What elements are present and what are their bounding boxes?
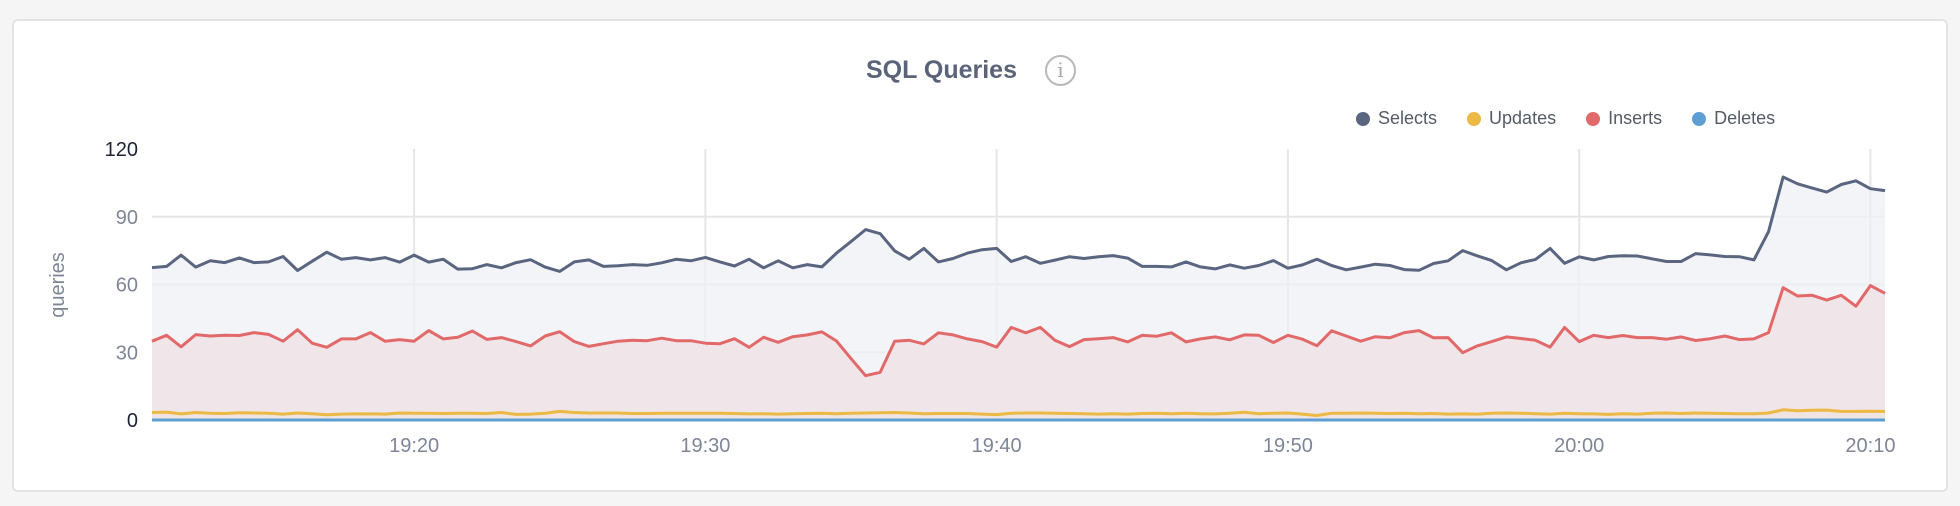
area-inserts	[152, 285, 1885, 420]
legend-dot	[1467, 111, 1482, 126]
legend-dot	[1356, 111, 1370, 126]
y-tick-label: 60	[116, 275, 138, 297]
legend-item-inserts[interactable]: Inserts	[1586, 108, 1662, 129]
y-tick-label: 120	[105, 139, 138, 161]
legend-item-selects[interactable]: Selects	[1356, 108, 1437, 129]
panel-title: SQL Queries	[866, 56, 1017, 84]
x-tick-label: 19:30	[680, 435, 730, 457]
legend-label: Inserts	[1608, 108, 1663, 128]
legend-item-deletes[interactable]: Deletes	[1692, 108, 1775, 129]
legend-item-updates[interactable]: Updates	[1467, 108, 1556, 129]
legend-dot	[1586, 111, 1601, 126]
y-axis-label: queries	[47, 252, 69, 318]
legend-dot	[1692, 111, 1707, 126]
info-circle-icon[interactable]: i	[1045, 55, 1076, 86]
legend-label: Selects	[1378, 108, 1438, 128]
y-tick-label: 90	[116, 207, 138, 229]
legend-label: Deletes	[1714, 108, 1776, 128]
series-line-updates	[151, 408, 1886, 417]
x-tick-label: 19:20	[389, 435, 439, 457]
series-line-selects	[151, 175, 1886, 273]
x-tick-label: 19:50	[1263, 435, 1313, 457]
y-tick-label: 0	[127, 410, 138, 432]
series-line-inserts	[151, 284, 1886, 378]
y-tick-label: 30	[116, 342, 138, 364]
x-tick-label: 20:00	[1554, 435, 1604, 457]
legend-label: Updates	[1489, 108, 1557, 128]
x-tick-label: 19:40	[972, 435, 1022, 457]
x-tick-label: 20:10	[1845, 435, 1895, 457]
chart-legend: Selects Updates Inserts Deletes	[1356, 108, 1805, 129]
